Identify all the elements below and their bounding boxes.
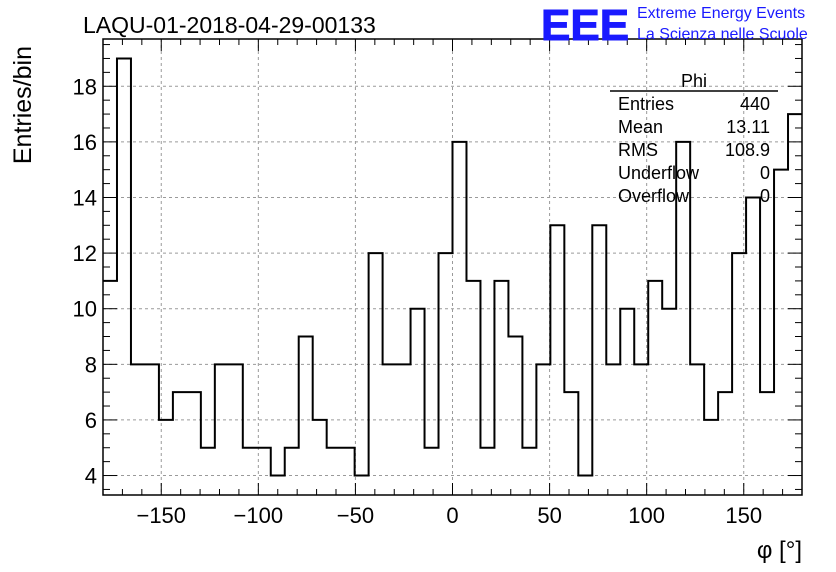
y-tick-label: 18 — [73, 74, 97, 99]
x-axis: −150 −100 −50 0 50 100 150 — [121, 39, 784, 528]
x-tick-label: −50 — [337, 503, 374, 528]
logo-line-1: Extreme Energy Events — [637, 5, 805, 22]
x-tick-label: −100 — [234, 503, 284, 528]
stats-row-label: RMS — [618, 140, 658, 160]
stats-row-value: 0 — [760, 163, 770, 183]
y-tick-label: 4 — [85, 464, 97, 489]
stats-box: Phi Entries 440 Mean 13.11 RMS 108.9 Underflow… — [610, 71, 778, 206]
chart-title: LAQU-01-2018-04-29-00133 — [83, 12, 376, 38]
stats-row-label: Mean — [618, 117, 663, 137]
y-tick-label: 12 — [73, 241, 97, 266]
y-tick-label: 10 — [73, 297, 97, 322]
y-tick-label: 14 — [73, 185, 97, 210]
y-tick-label: 8 — [85, 352, 97, 377]
x-tick-label: 0 — [446, 503, 458, 528]
x-tick-label: 50 — [537, 503, 561, 528]
eee-logo-mark: EEE — [541, 1, 629, 50]
stats-row-label: Overflow — [618, 186, 690, 206]
stats-title: Phi — [681, 71, 707, 91]
grid-lines — [103, 39, 802, 495]
y-axis-label: Entries/bin — [9, 46, 37, 164]
y-tick-label: 6 — [85, 408, 97, 433]
stats-row-label: Underflow — [618, 163, 700, 183]
x-tick-label: 150 — [725, 503, 762, 528]
y-axis: 4 6 8 10 12 14 16 18 — [73, 44, 802, 490]
eee-logo: EEE Extreme Energy Events La Scienza nel… — [541, 1, 808, 51]
y-tick-label: 16 — [73, 130, 97, 155]
stats-row-value: 440 — [740, 94, 770, 114]
x-axis-label: φ [°] — [757, 537, 802, 564]
stats-row-label: Entries — [618, 94, 674, 114]
stats-rows: Entries 440 Mean 13.11 RMS 108.9 Underflow 0 Ove… — [618, 94, 770, 206]
x-tick-label: −150 — [136, 503, 186, 528]
stats-row-value: 0 — [760, 186, 770, 206]
stats-row-value: 13.11 — [726, 117, 770, 137]
stats-row-value: 108.9 — [725, 140, 770, 160]
x-tick-label: 100 — [628, 503, 665, 528]
logo-line-2: La Scienza nelle Scuole — [637, 26, 808, 43]
histogram-line — [103, 57, 802, 477]
